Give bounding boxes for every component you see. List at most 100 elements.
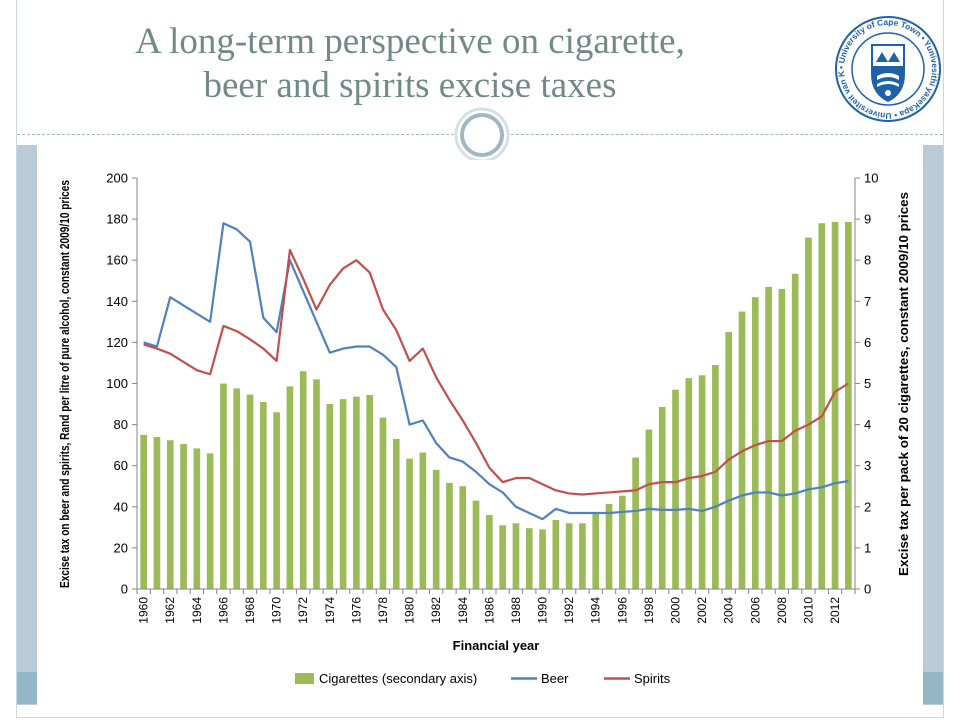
cigarettes-bar-1973 <box>313 379 320 589</box>
cigarettes-bar-1960 <box>140 434 147 590</box>
cigarettes-bar-1982 <box>432 469 440 589</box>
cigarettes-bar-1986 <box>486 515 493 589</box>
right-tick-label: 2 <box>864 499 871 514</box>
left-tick-label: 40 <box>114 499 128 514</box>
side-band-left <box>17 145 37 705</box>
cigarettes-bar-1992 <box>565 523 573 589</box>
cigarettes-bar-1987 <box>499 525 506 589</box>
x-tick-label: 2012 <box>828 597 842 624</box>
cigarettes-bar-1985 <box>472 500 480 589</box>
left-tick-label: 60 <box>114 458 128 473</box>
cigarettes-bar-1977 <box>366 395 374 589</box>
cigarettes-bar-1969 <box>259 402 267 589</box>
x-tick-label: 1990 <box>536 597 550 624</box>
legend-label-cigarettes: Cigarettes (secondary axis) <box>319 671 477 686</box>
x-tick-label: 1994 <box>589 597 603 624</box>
right-tick-label: 4 <box>864 417 871 432</box>
cigarettes-bar-1999 <box>658 406 666 589</box>
right-tick-label: 5 <box>864 376 871 391</box>
right-tick-label: 0 <box>864 582 871 597</box>
ring-ornament-icon <box>454 107 510 163</box>
cigarettes-bar-1975 <box>339 399 347 589</box>
x-tick-label: 1960 <box>137 597 151 624</box>
shield-icon <box>871 44 905 102</box>
x-tick-label: 2006 <box>748 597 762 624</box>
cigarettes-bar-2007 <box>765 286 772 589</box>
cigarettes-bar-1989 <box>525 528 533 589</box>
left-tick-label: 20 <box>114 540 128 555</box>
x-tick-label: 1982 <box>429 597 443 624</box>
cigarettes-bar-2002 <box>698 375 706 589</box>
slide-title-line1: A long-term perspective on cigarette, <box>135 21 685 62</box>
cigarettes-bar-1970 <box>273 412 280 589</box>
excise-tax-chart: 0 20 40 60 80 100 120 140 160 180 200 0 1 2 3 4 5 6 7 8 9 10… <box>58 171 911 687</box>
right-tick-label: 6 <box>864 335 871 350</box>
right-tick-label: 1 <box>864 540 871 555</box>
x-tick-label: 1980 <box>403 597 417 624</box>
cigarettes-bar-2003 <box>712 365 719 589</box>
cigarettes-bar-2000 <box>672 389 679 589</box>
left-tick-label: 120 <box>106 335 128 350</box>
left-tick-label: 100 <box>106 376 128 391</box>
x-tick-label: 2010 <box>801 597 815 624</box>
x-tick-label: 1996 <box>615 597 629 624</box>
line-series <box>143 222 849 521</box>
x-tick-label: 1962 <box>163 597 177 624</box>
x-axis-ticks: 1960 1962 1964 1966 1968 1970 1972 1974 1976 1978… <box>136 589 856 624</box>
cigarettes-bars <box>140 221 852 590</box>
x-tick-label: 2008 <box>775 597 789 624</box>
cigarettes-bar-1971 <box>286 386 294 589</box>
x-tick-label: 1966 <box>216 597 230 624</box>
x-tick-label: 1972 <box>296 597 310 624</box>
y-axis-label-right: Excise tax per pack of 20 cigarettes, co… <box>897 192 911 576</box>
x-tick-label: 1998 <box>642 597 656 624</box>
x-axis-label: Financial year <box>453 638 540 653</box>
left-tick-label: 80 <box>114 417 128 432</box>
cigarettes-bar-1964 <box>193 448 201 589</box>
cigarettes-bar-1972 <box>299 371 307 589</box>
side-band-right <box>923 145 943 705</box>
x-tick-label: 1978 <box>376 597 390 624</box>
cigarettes-bar-1963 <box>180 443 187 589</box>
right-tick-label: 9 <box>864 212 871 227</box>
y-axis-label-left: Excise tax on beer and spirits, Rand per… <box>58 180 72 588</box>
cigarettes-bar-1991 <box>552 519 560 589</box>
cigarettes-bar-1979 <box>392 438 400 589</box>
cigarettes-bar-2006 <box>751 297 759 589</box>
cigarettes-bar-2008 <box>778 288 786 589</box>
cigarettes-bar-2011 <box>818 223 826 589</box>
cigarettes-bar-1966 <box>220 383 227 589</box>
cigarettes-bar-1988 <box>512 523 520 589</box>
x-tick-label: 2002 <box>695 597 709 624</box>
beer-line <box>143 222 849 521</box>
slide-title: A long-term perspective on cigarette, be… <box>40 20 780 108</box>
left-tick-label: 160 <box>106 253 128 268</box>
cigarettes-bar-2010 <box>805 237 812 589</box>
x-tick-label: 1968 <box>243 597 257 624</box>
left-tick-label: 0 <box>121 582 128 597</box>
cigarettes-bar-1994 <box>592 512 600 589</box>
cigarettes-bar-1993 <box>579 523 586 589</box>
cigarettes-bar-1990 <box>539 529 546 589</box>
right-tick-label: 10 <box>864 171 878 186</box>
x-tick-label: 1970 <box>270 597 284 624</box>
spirits-line <box>143 248 849 496</box>
university-logo: • University of Cape Town • Yunivesithi … <box>833 14 941 122</box>
cigarettes-bar-1984 <box>459 486 467 589</box>
legend-swatch-cigarettes <box>295 673 314 684</box>
right-tick-label: 7 <box>864 294 871 309</box>
left-tick-label: 200 <box>106 171 128 186</box>
x-tick-label: 1976 <box>349 597 363 624</box>
x-tick-label: 1988 <box>509 597 523 624</box>
legend: Cigarettes (secondary axis) Beer Spirits <box>295 671 671 686</box>
cigarettes-bar-1962 <box>166 440 174 589</box>
cigarettes-bar-1983 <box>446 482 453 589</box>
slide-title-line2: beer and spirits excise taxes <box>203 65 617 106</box>
cigarettes-bar-2012 <box>831 221 839 590</box>
cigarettes-bar-1978 <box>379 417 387 589</box>
x-tick-label: 1974 <box>323 597 337 624</box>
x-tick-label: 2000 <box>669 597 683 624</box>
cigarettes-bar-1965 <box>206 453 214 589</box>
cigarettes-bar-1968 <box>246 394 254 589</box>
cigarettes-bar-1961 <box>153 436 161 589</box>
